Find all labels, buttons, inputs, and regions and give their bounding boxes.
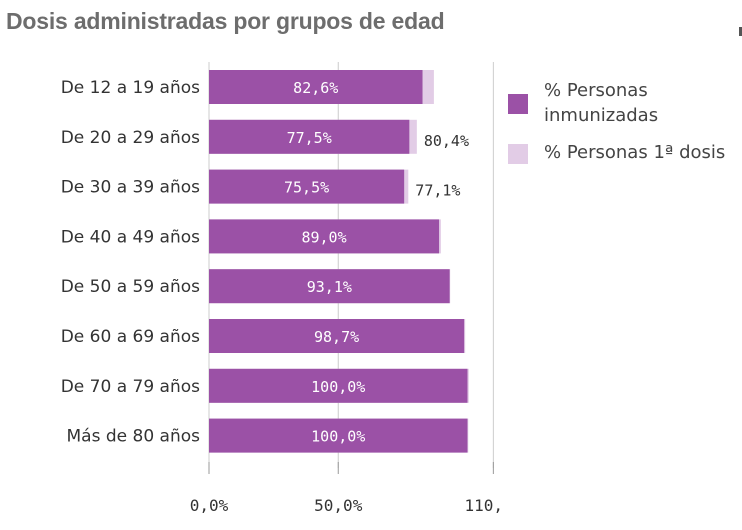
category-label: De 60 a 69 años (61, 327, 200, 347)
bar-immunized (209, 319, 465, 353)
bar-value-label: 100,0% (311, 428, 365, 446)
bar-chart: 0,0% 50,0% 110,0% De 12 a 19 años 82,6% De 20… (61, 62, 500, 515)
first-dose-value-label: 77,1% (415, 182, 460, 200)
bar-value-label: 100,0% (311, 378, 365, 396)
bar-immunized (209, 169, 405, 204)
bar-immunized (209, 219, 440, 254)
category-label: De 50 a 59 años (61, 277, 200, 297)
bar-immunized (209, 119, 410, 154)
bar-immunized (209, 70, 423, 104)
bar-value-label: 89,0% (301, 228, 346, 246)
bar-value-label: 75,5% (284, 179, 329, 197)
bar-value-label: 82,6% (293, 79, 338, 97)
category-label: De 70 a 79 años (61, 377, 200, 397)
x-tick-label: 0,0% (190, 496, 229, 515)
category-label: De 20 a 29 años (61, 128, 200, 148)
category-label: De 12 a 19 años (61, 78, 200, 98)
bar-immunized (209, 269, 450, 304)
legend-item-immunized[interactable]: % Personas inmunizadas (508, 78, 742, 128)
legend-swatch-immunized (508, 94, 528, 114)
legend-label-first-dose: % Personas 1ª dosis (544, 142, 726, 163)
x-tick-label: 50,0% (314, 496, 363, 515)
legend: % Personas inmunizadas % Personas 1ª dos… (508, 78, 742, 177)
bar-value-label: 98,7% (314, 328, 359, 346)
legend-swatch-first-dose (508, 144, 528, 164)
legend-label-immunized: % Personas inmunizadas (544, 80, 659, 126)
bar-immunized (209, 368, 468, 403)
category-label: Más de 80 años (67, 427, 201, 447)
bar-value-label: 93,1% (307, 278, 352, 296)
first-dose-value-label: 80,4% (424, 132, 469, 150)
bar-value-label: 77,5% (287, 129, 332, 147)
legend-item-first-dose[interactable]: % Personas 1ª dosis (508, 140, 742, 165)
category-label: De 30 a 39 años (61, 178, 200, 198)
x-tick-label: 110,0% (464, 496, 500, 515)
chart-title: Dosis administradas por grupos de edad (6, 8, 445, 34)
bar-immunized (209, 418, 468, 453)
category-label: De 40 a 49 años (61, 227, 200, 247)
menu-handle-icon[interactable] (739, 27, 742, 36)
